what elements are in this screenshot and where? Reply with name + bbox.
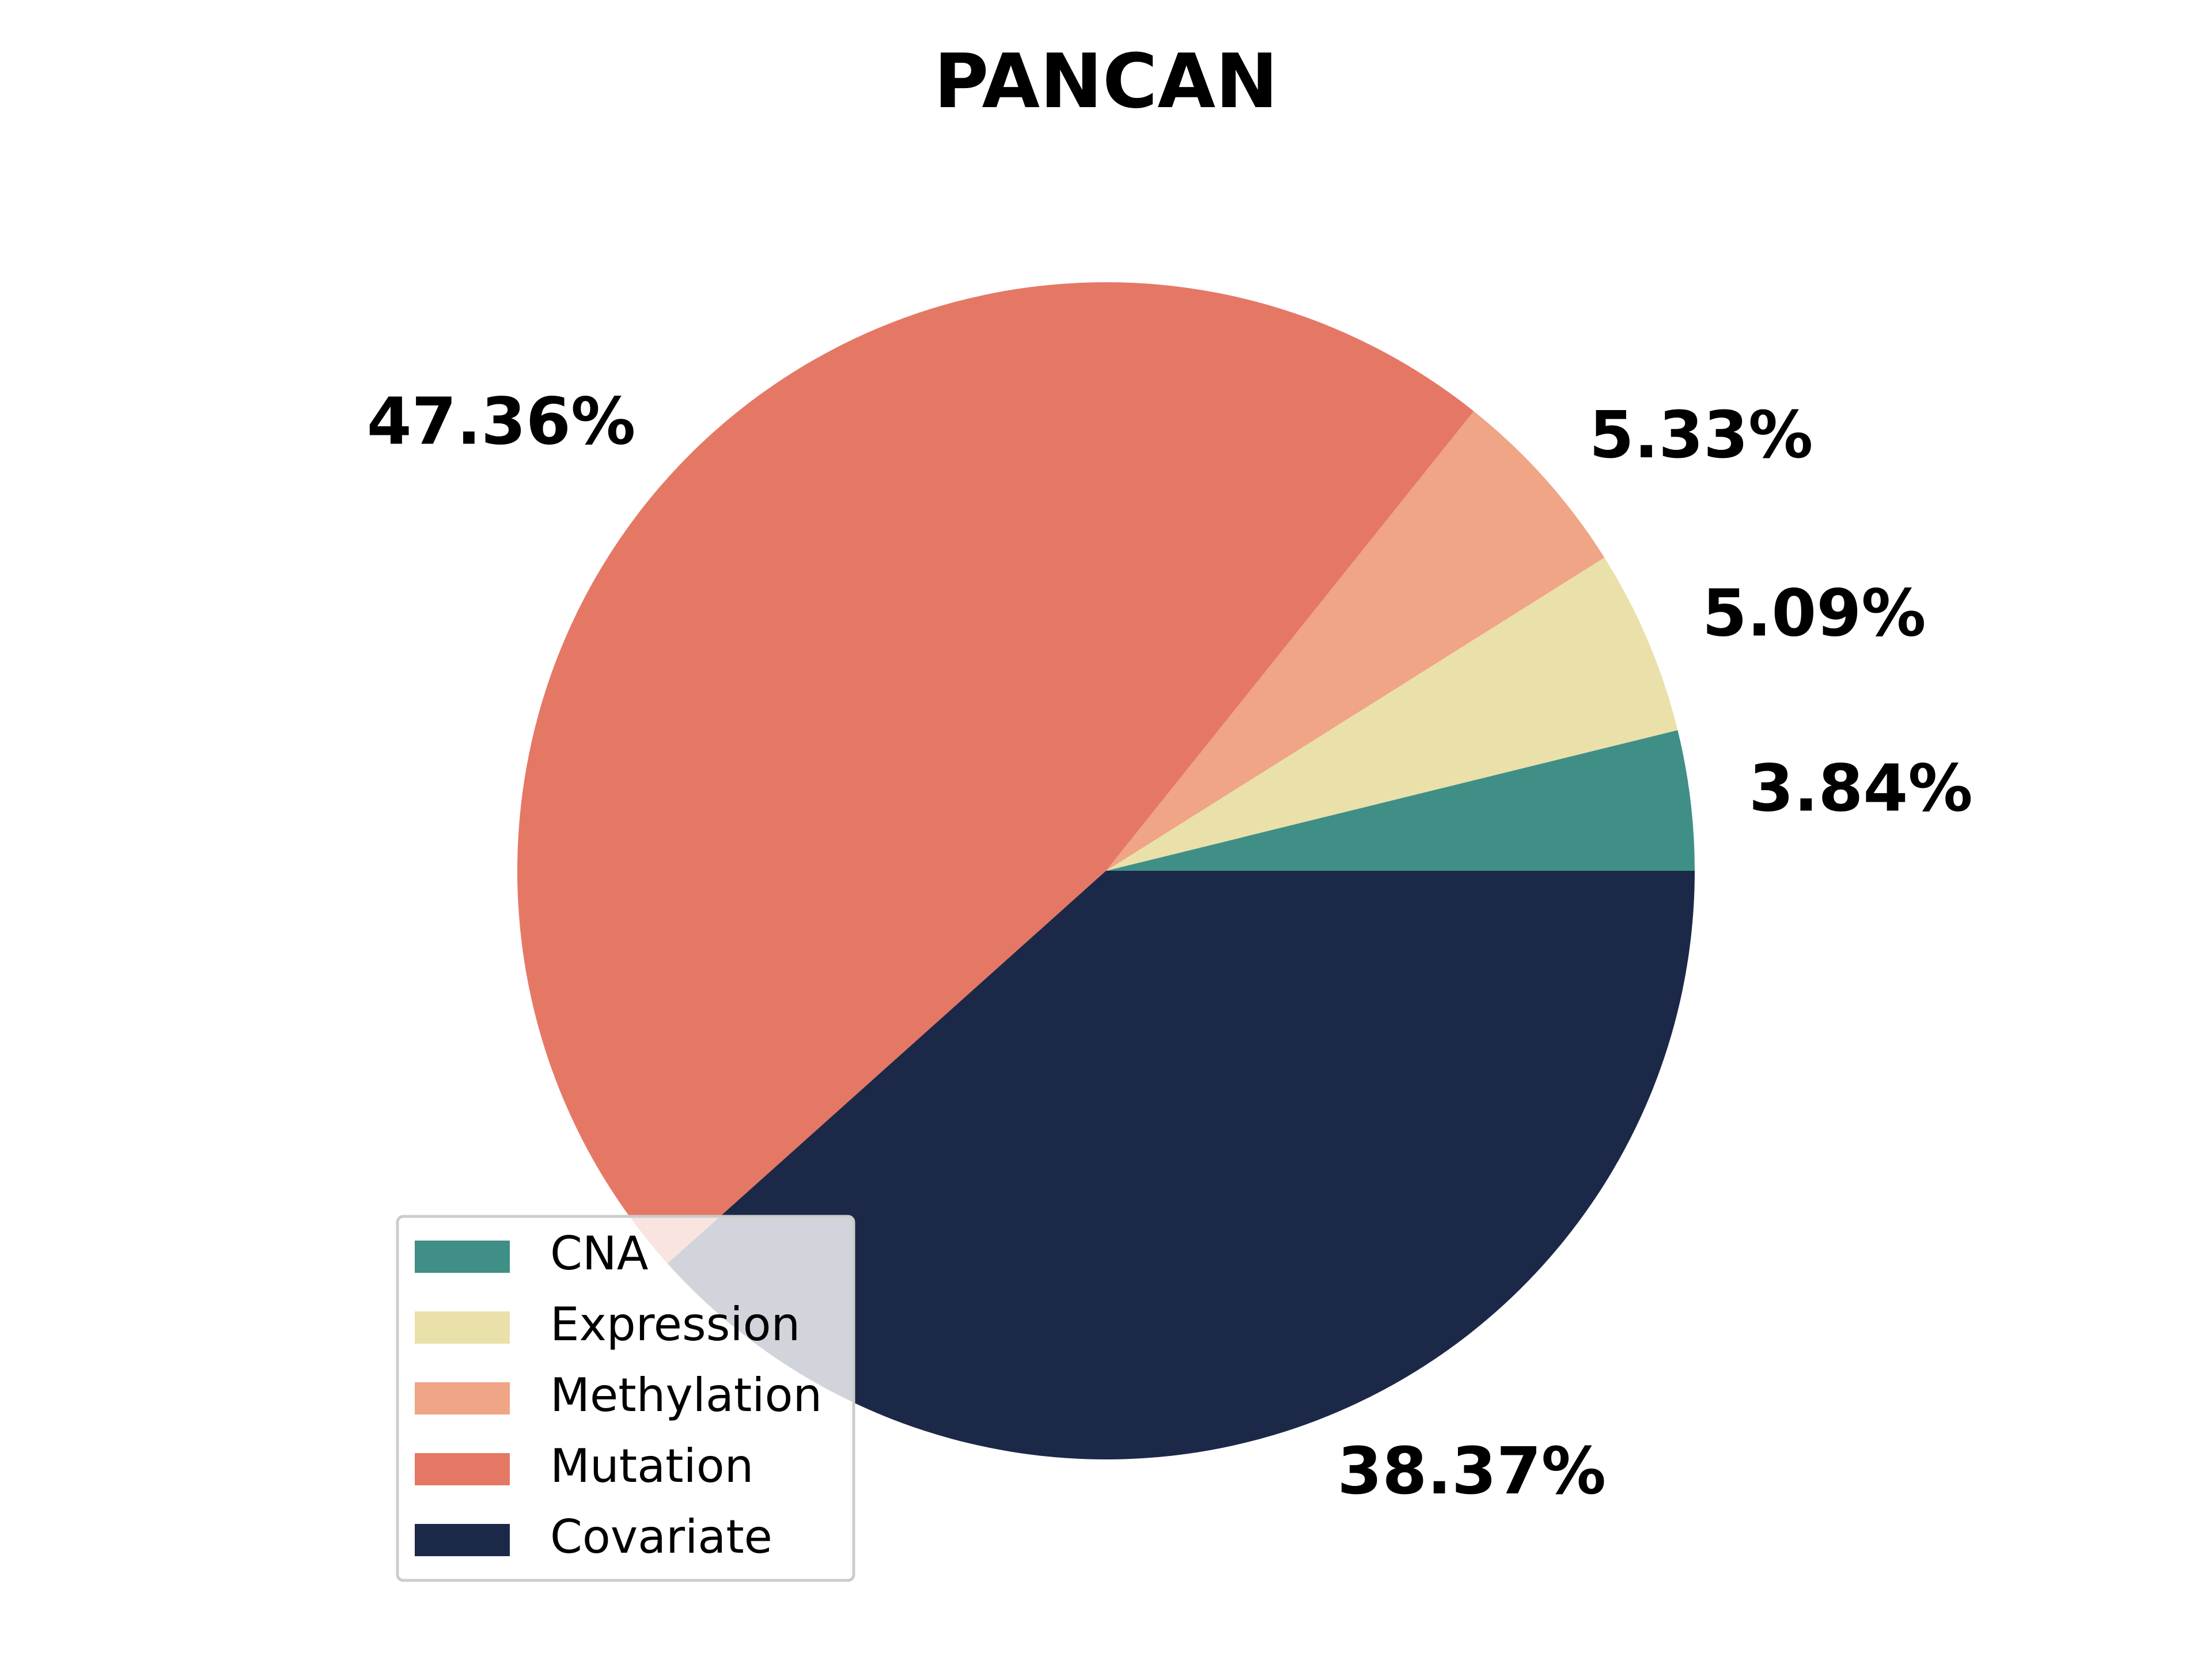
pie-slice-cna — [1106, 730, 1695, 871]
legend-label-cna: CNA — [550, 1227, 649, 1280]
legend: CNA Expression Methylation Mutation Covariat… — [396, 1215, 855, 1582]
legend-swatch-cna — [415, 1241, 510, 1273]
slice-label-expression: 5.09% — [1702, 577, 1926, 651]
pie-slice-covariate — [667, 871, 1695, 1460]
slice-label-cna: 3.84% — [1749, 751, 1973, 826]
pie-slice-mutation — [517, 282, 1474, 1264]
slice-label-covariate: 38.37% — [1338, 1434, 1606, 1509]
slice-label-mutation: 47.36% — [367, 384, 635, 459]
pie-labels: 3.84% 5.09% 5.33% 47.36% 38.37% — [367, 384, 1973, 1509]
pie-slices — [517, 282, 1695, 1460]
legend-swatch-expression — [415, 1311, 510, 1344]
legend-label-mutation: Mutation — [550, 1439, 753, 1493]
chart-title: PANCAN — [934, 37, 1278, 125]
legend-label-methylation: Methylation — [550, 1368, 822, 1422]
pie-slice-methylation — [1106, 411, 1605, 871]
legend-label-expression: Expression — [550, 1298, 800, 1351]
legend-frame — [396, 1215, 855, 1582]
legend-swatch-methylation — [415, 1382, 510, 1414]
legend-label-covariate: Covariate — [550, 1510, 772, 1564]
legend-swatch-covariate — [415, 1524, 510, 1556]
legend-swatch-mutation — [415, 1453, 510, 1485]
slice-label-methylation: 5.33% — [1589, 398, 1813, 473]
pie-slice-expression — [1106, 558, 1678, 871]
